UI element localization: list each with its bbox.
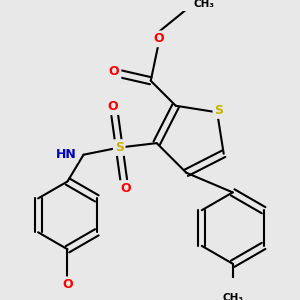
- Text: O: O: [109, 65, 119, 78]
- Text: O: O: [108, 100, 118, 113]
- Text: CH₃: CH₃: [222, 292, 243, 300]
- Text: S: S: [115, 141, 124, 154]
- Text: O: O: [154, 32, 164, 45]
- Text: O: O: [120, 182, 131, 195]
- Text: CH₃: CH₃: [194, 0, 214, 9]
- Text: O: O: [62, 278, 73, 291]
- Text: S: S: [214, 104, 224, 117]
- Text: HN: HN: [56, 148, 76, 161]
